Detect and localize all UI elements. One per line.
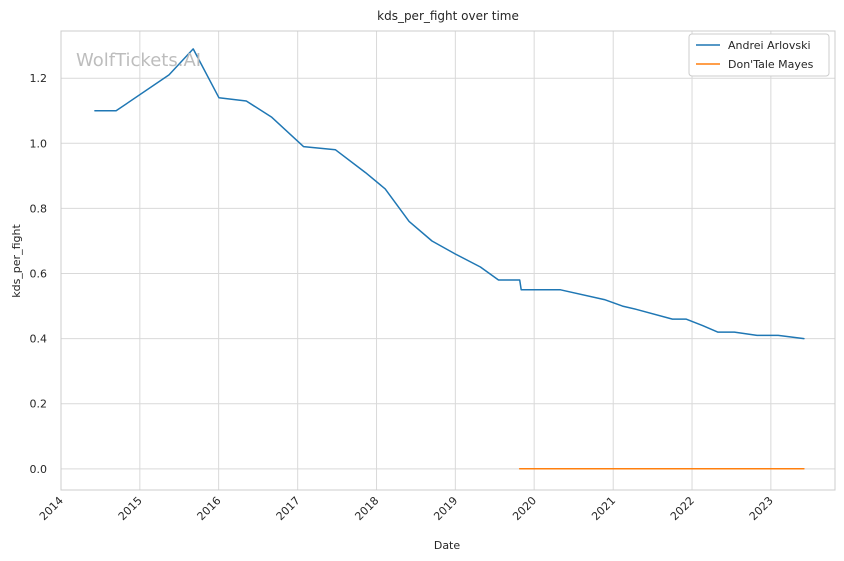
plot-frame: [60, 30, 836, 491]
y-axis-ticks: 0.0 0.2 0.4 0.6 0.8 1.0 1.2: [30, 72, 48, 476]
series-line-andrei-arlovski: [94, 48, 805, 340]
legend-label-andrei-arlovski: Andrei Arlovski: [728, 39, 811, 52]
y-tick-label: 0.0: [30, 463, 48, 476]
watermark-text: WolfTickets.AI: [76, 50, 201, 71]
chart-title: kds_per_fight over time: [377, 9, 519, 23]
series-layer: [94, 48, 805, 470]
plot-area: [61, 31, 835, 490]
legend: Andrei Arlovski Don'Tale Mayes: [688, 33, 830, 77]
x-axis-label: Date: [434, 539, 461, 552]
y-tick-label: 0.8: [30, 202, 48, 215]
y-tick-label: 0.6: [30, 268, 48, 281]
y-tick-label: 0.2: [30, 398, 48, 411]
legend-label-dontale-mayes: Don'Tale Mayes: [728, 58, 814, 71]
y-tick-label: 0.4: [30, 333, 48, 346]
y-axis-label: kds_per_fight: [10, 224, 23, 298]
legend-box: [688, 33, 830, 77]
y-tick-label: 1.0: [30, 137, 48, 150]
y-tick-label: 1.2: [30, 72, 48, 85]
